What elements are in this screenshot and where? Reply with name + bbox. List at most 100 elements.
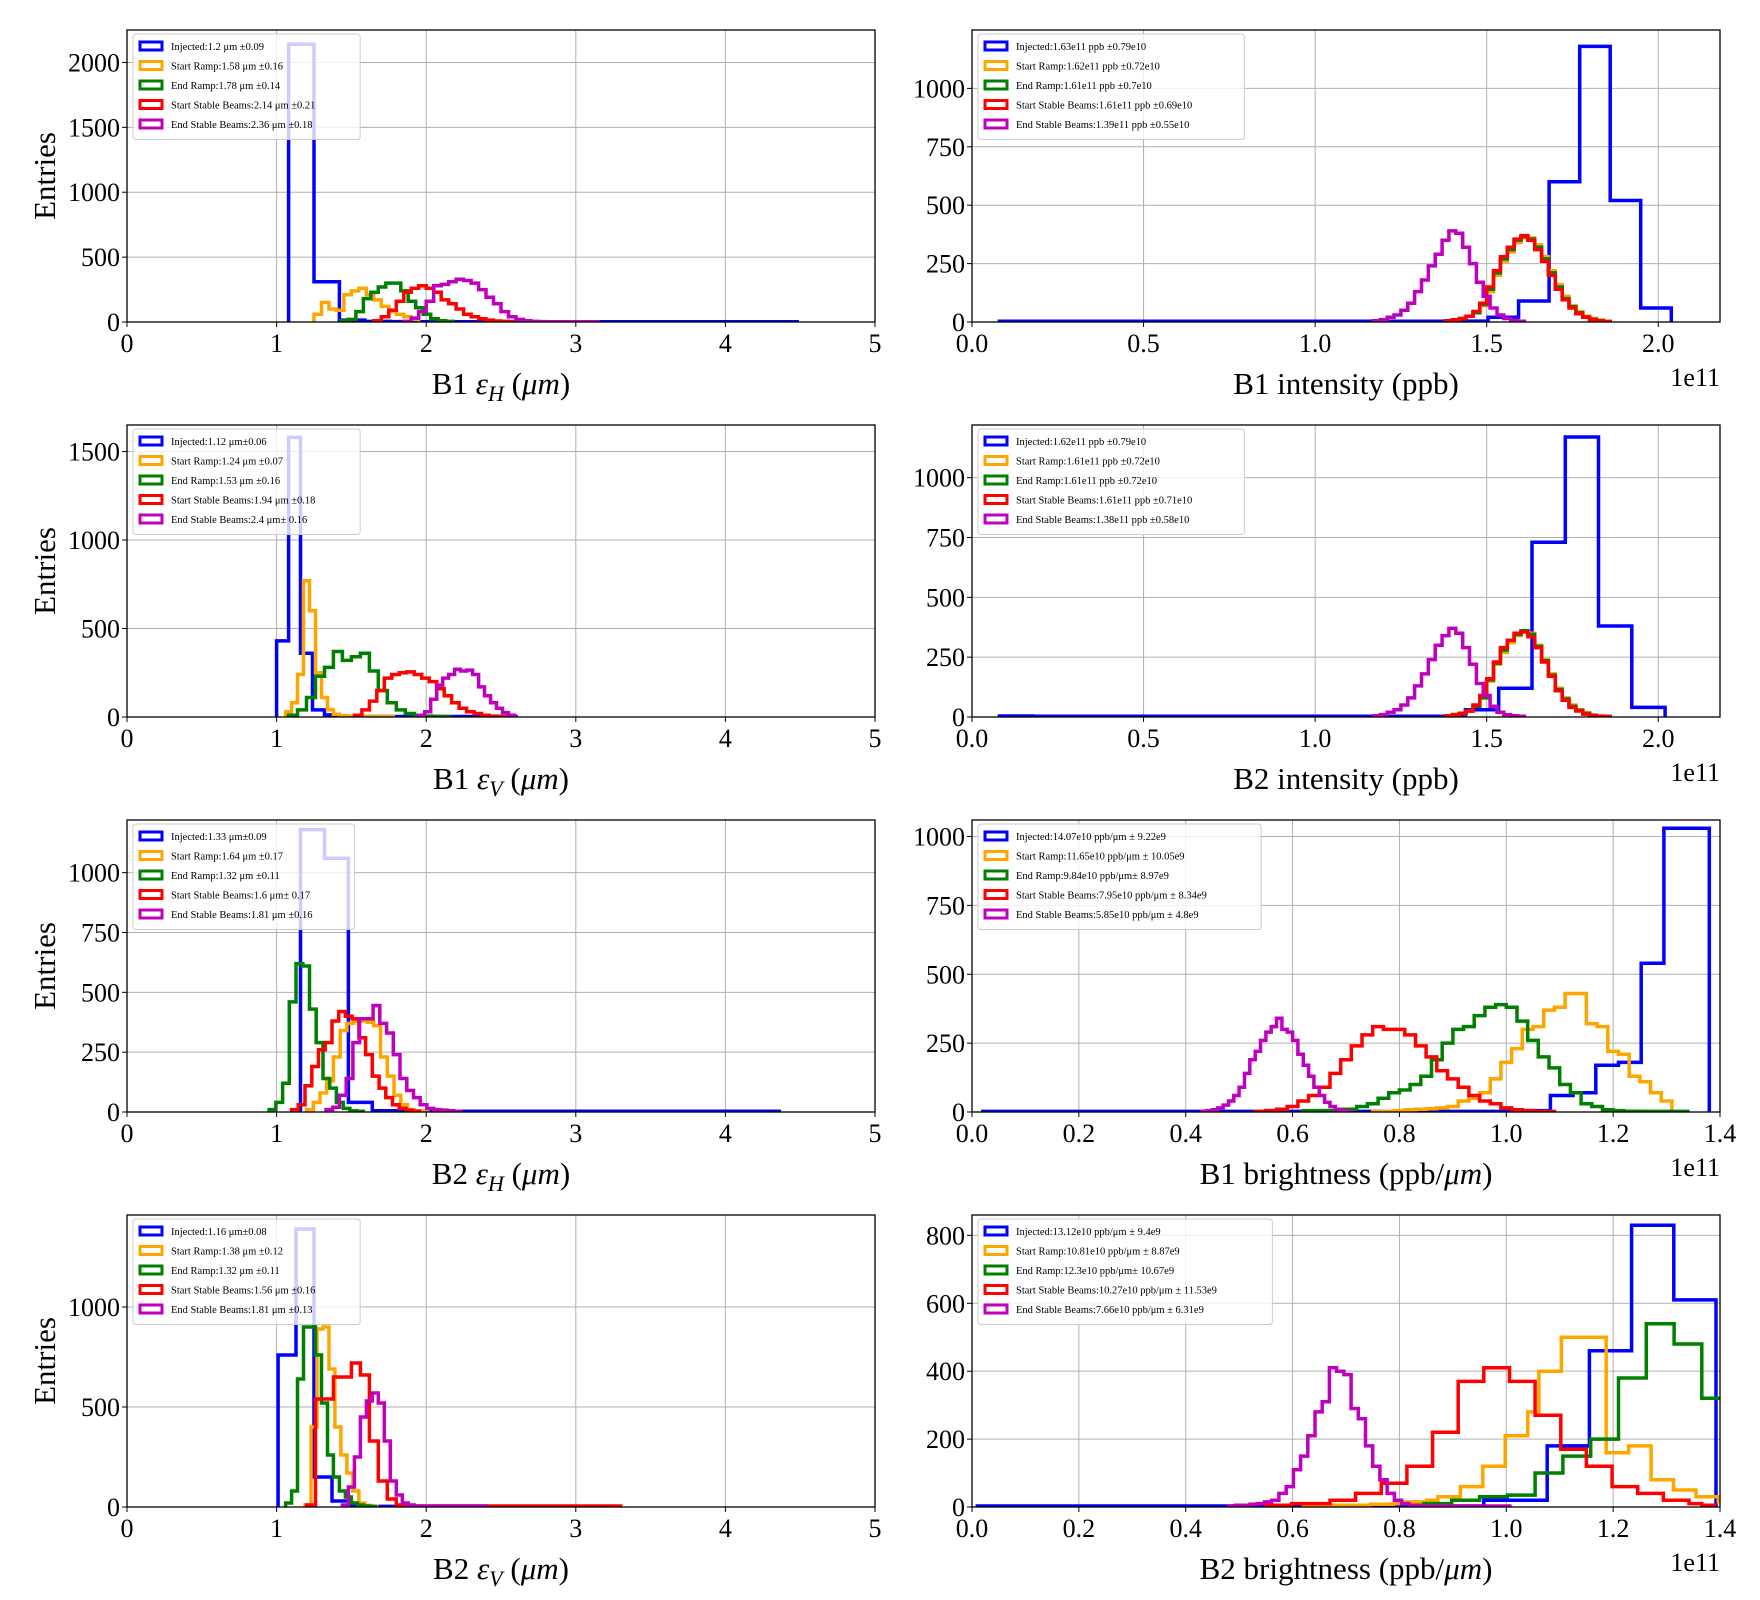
- x-tick-label: 5: [869, 329, 882, 358]
- y-tick-label: 1000: [913, 464, 965, 493]
- y-tick-label: 400: [926, 1357, 965, 1386]
- x-axis-label-unit: μm: [521, 1156, 560, 1191]
- x-tick-label: 1.0: [1490, 1119, 1523, 1148]
- legend-swatch-start-ramp: [983, 1245, 1009, 1256]
- x-tick-label: 4: [719, 724, 732, 753]
- legend-label: End Stable Beams:2.36 μm ±0.18: [171, 120, 312, 131]
- axes-frame: [971, 29, 1721, 323]
- x-tick-label: 3: [569, 724, 582, 753]
- chart-panel-b1-ev: 0 1 2 3 4 5 0 500 1000 1500 B1 εV (μm) Entries Injec…: [27, 424, 882, 801]
- legend-swatch-end-ramp: [138, 1264, 164, 1276]
- histogram-end-stable-beams: [416, 667, 517, 717]
- y-tick-label: 800: [926, 1221, 965, 1250]
- legend-swatch-injected: [983, 830, 1009, 842]
- histogram-start-stable-beams: [1443, 630, 1612, 717]
- x-offset-label: 1e11: [1670, 1153, 1720, 1182]
- y-axis-label: Entries: [27, 922, 62, 1010]
- histogram-start-ramp: [1301, 1335, 1720, 1507]
- histogram-start-stable-beams: [1264, 1366, 1717, 1507]
- x-tick-label: 2: [420, 724, 433, 753]
- legend-frame: [977, 1218, 1273, 1325]
- x-axis-label-symbol: μm: [1443, 1551, 1482, 1586]
- x-axis-label-main: B2 intensity (ppb): [1233, 761, 1459, 796]
- legend-swatch-start-ramp: [138, 60, 164, 71]
- legend-swatch-injected: [138, 40, 164, 52]
- legend-label: End Ramp:1.61e11 ppb ±0.7e10: [1016, 81, 1152, 92]
- legend-label: Start Stable Beams:1.6 μm± 0.17: [171, 891, 310, 902]
- x-axis-label-symbol: ε: [477, 1551, 490, 1586]
- y-tick-label: 500: [81, 978, 120, 1007]
- y-tick-label: 1000: [913, 823, 965, 852]
- legend-swatch-start-stable-beams: [138, 99, 164, 110]
- y-tick-label: 500: [926, 960, 965, 989]
- legend-swatch-start-stable-beams: [138, 1284, 164, 1295]
- histogram-end-ramp: [1408, 1321, 1720, 1507]
- y-tick-label: 0: [952, 703, 965, 732]
- x-axis-label-subscript: H: [487, 1171, 505, 1196]
- legend-swatch-injected: [983, 435, 1009, 447]
- axes-frame: [126, 29, 876, 323]
- axes-frame: [126, 819, 876, 1113]
- y-tick-label: 0: [952, 308, 965, 337]
- legend-label: End Stable Beams:5.85e10 ppb/μm ± 4.8e9: [1016, 910, 1199, 921]
- legend-frame: [977, 428, 1245, 535]
- x-tick-label: 0.6: [1276, 1514, 1309, 1543]
- x-axis-label-main: B1 intensity (ppb): [1233, 366, 1459, 401]
- x-tick-label: 2: [420, 1514, 433, 1543]
- x-tick-label: 4: [719, 1119, 732, 1148]
- x-axis-label-symbol: ε: [476, 366, 489, 401]
- histogram-end-ramp: [339, 281, 455, 322]
- x-offset-label: 1e11: [1670, 1548, 1720, 1577]
- legend-swatch-start-ramp: [983, 850, 1009, 861]
- histogram-layer: [267, 827, 782, 1112]
- x-tick-label: 1.5: [1470, 329, 1503, 358]
- x-axis-label: B1 intensity (ppb): [1233, 366, 1459, 401]
- x-tick-label: 1.2: [1597, 1514, 1630, 1543]
- legend-label: End Ramp:1.78 μm ±0.14: [171, 81, 281, 92]
- x-axis-label-close: ): [559, 1551, 569, 1586]
- legend-swatch-injected: [983, 40, 1009, 52]
- legend-swatch-start-stable-beams: [138, 889, 164, 900]
- legend-label: Start Stable Beams:10.27e10 ppb/μm ± 11.…: [1016, 1286, 1217, 1297]
- legend-label: Injected:1.33 μm±0.09: [171, 832, 267, 843]
- legend-label: Injected:1.62e11 ppb ±0.79e10: [1016, 437, 1146, 448]
- x-tick-label: 0.4: [1169, 1119, 1202, 1148]
- legend-swatch-end-stable-beams: [983, 513, 1009, 525]
- histogram-start-ramp: [1370, 991, 1674, 1112]
- legend: Injected:1.12 μm±0.06 Start Ramp:1.24 μm …: [132, 428, 361, 535]
- legend-swatch-start-ramp: [983, 60, 1009, 71]
- histogram-start-stable-beams: [352, 670, 514, 717]
- x-tick-label: 1.4: [1704, 1119, 1737, 1148]
- histogram-injected: [997, 44, 1674, 322]
- x-axis-label-subscript: H: [487, 381, 505, 406]
- x-tick-label: 0.5: [1127, 329, 1160, 358]
- x-tick-label: 4: [719, 1514, 732, 1543]
- y-tick-label: 500: [81, 615, 120, 644]
- legend-label: Start Stable Beams:7.95e10 ppb/μm ± 8.34…: [1016, 891, 1207, 902]
- legend-label: Start Ramp:1.62e11 ppb ±0.72e10: [1016, 62, 1160, 73]
- legend: Injected:13.12e10 ppb/μm ± 9.4e9 Start Ra…: [977, 1218, 1273, 1325]
- x-tick-label: 0.4: [1169, 1514, 1202, 1543]
- y-tick-label: 0: [107, 1098, 120, 1127]
- x-axis-label-subscript: V: [489, 776, 505, 801]
- histogram-injected: [975, 1223, 1718, 1507]
- x-tick-label: 5: [869, 724, 882, 753]
- x-tick-label: 0.8: [1383, 1514, 1416, 1543]
- x-axis-label-tail: (: [504, 366, 522, 401]
- x-axis-label: B2 εH (μm): [432, 1156, 570, 1196]
- x-axis-label-subscript: V: [489, 1566, 505, 1591]
- x-axis-label-tail: (: [503, 761, 521, 796]
- x-axis-label-close: ): [560, 366, 570, 401]
- y-tick-label: 750: [926, 523, 965, 552]
- legend-swatch-end-stable-beams: [138, 118, 164, 130]
- y-tick-label: 0: [107, 1493, 120, 1522]
- x-tick-label: 2.0: [1642, 329, 1675, 358]
- x-axis-label: B2 brightness (ppb/μm): [1200, 1551, 1493, 1586]
- y-tick-label: 250: [81, 1038, 120, 1067]
- x-axis-label-tail: ): [1482, 1551, 1492, 1586]
- axes-frame: [126, 1214, 876, 1508]
- histogram-injected: [997, 435, 1667, 717]
- x-tick-label: 4: [719, 329, 732, 358]
- histogram-end-stable-beams: [1371, 229, 1527, 322]
